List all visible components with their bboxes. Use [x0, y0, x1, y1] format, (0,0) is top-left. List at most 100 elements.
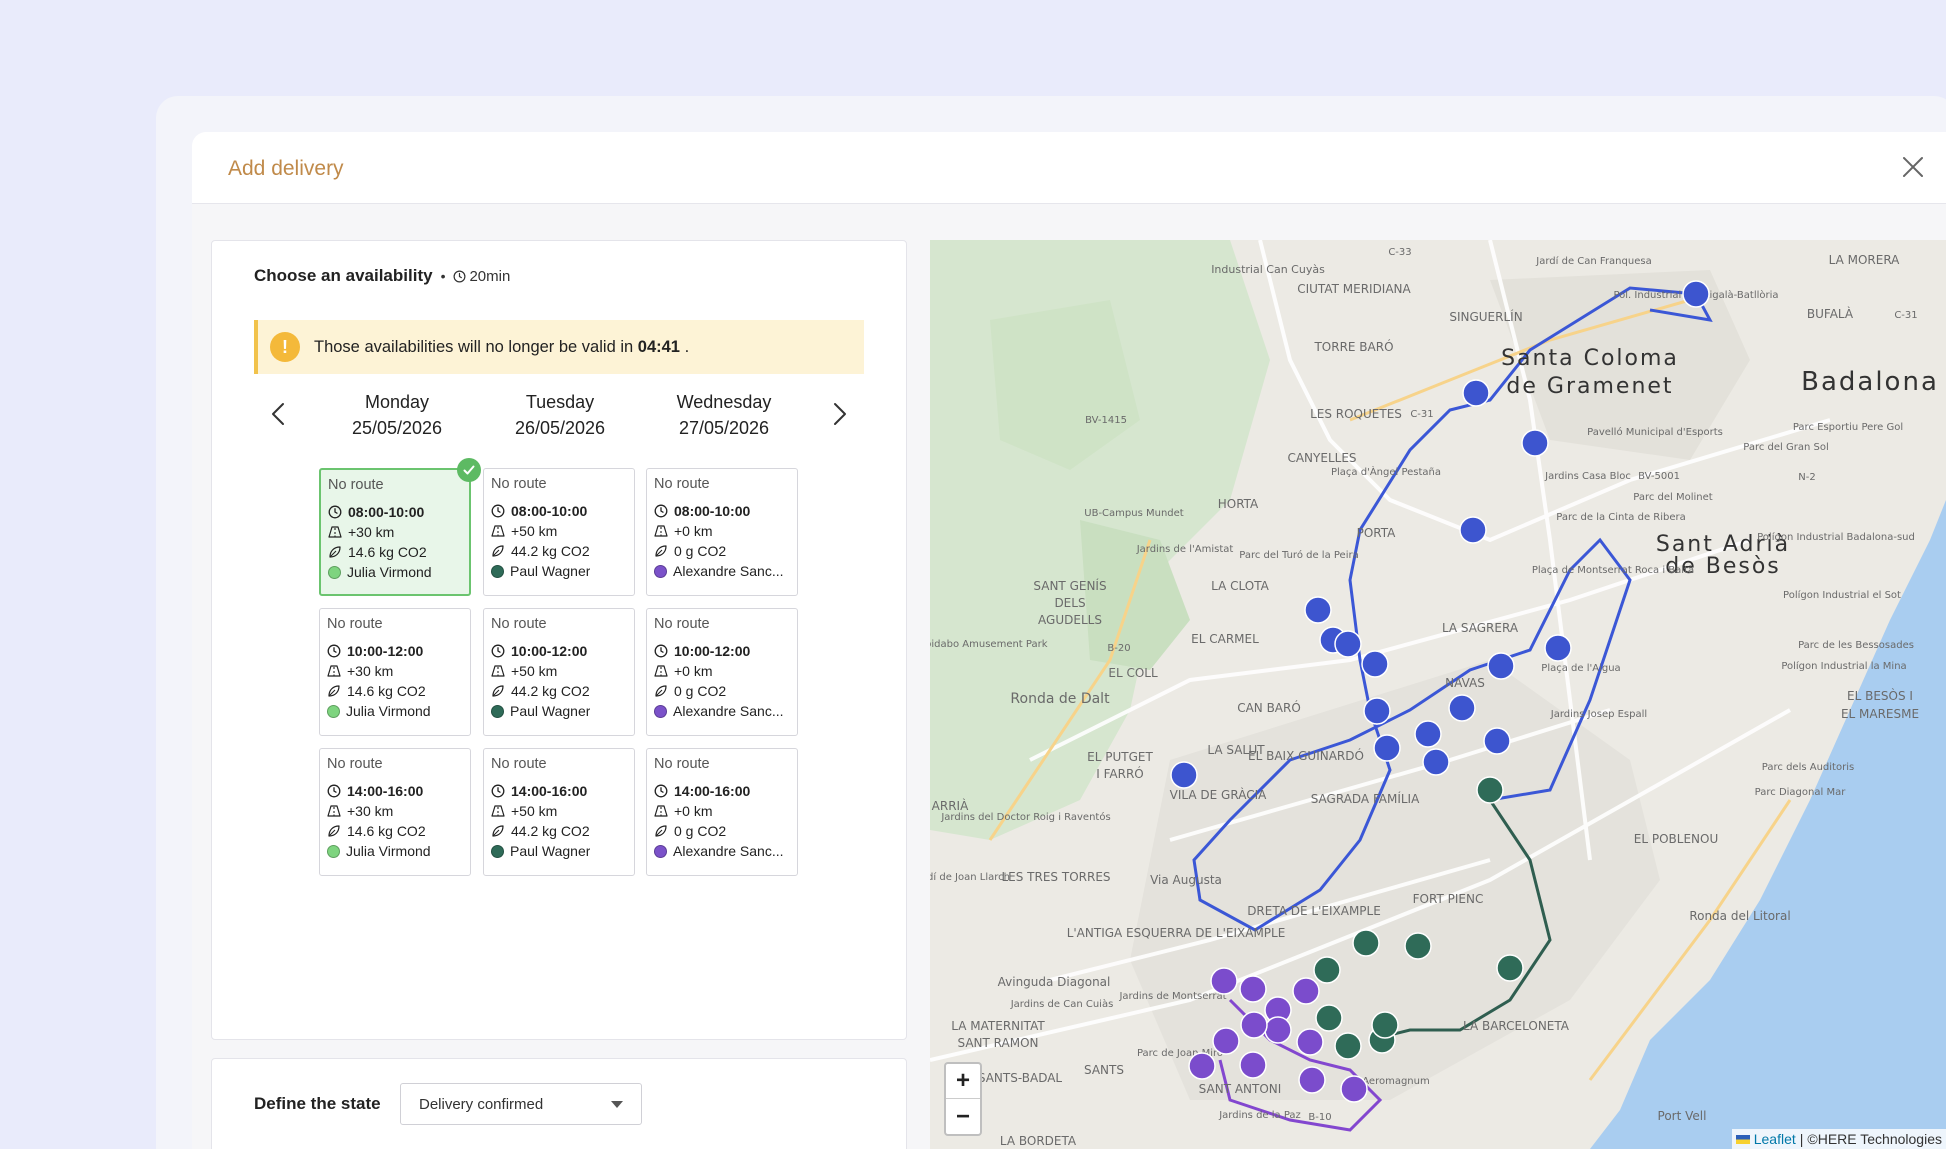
map-place-label: C-31: [1894, 310, 1917, 321]
map-place-label: Parc de les Bessosades: [1798, 640, 1914, 651]
slot-driver: Paul Wagner: [491, 701, 627, 721]
clock-icon: [491, 784, 505, 798]
map-place-label: Industrial Can Cuyàs: [1211, 263, 1325, 276]
map-place-label: Parc del Gran Sol: [1743, 442, 1828, 453]
driver-color-dot: [327, 704, 340, 718]
slot-distance-value: +30 km: [347, 663, 394, 679]
slot-co2-value: 44.2 kg CO2: [511, 683, 590, 699]
map-place-label: SANTS: [1084, 1063, 1124, 1077]
slot-driver: Paul Wagner: [491, 841, 627, 861]
availability-slot[interactable]: No route 08:00-10:00 +30 km 14.6 kg CO2 Juli…: [319, 458, 481, 596]
map-place-label: de Gramenet: [1506, 374, 1673, 399]
map-place-label: LA SAGRERA: [1442, 621, 1519, 635]
availability-slot[interactable]: No route 14:00-16:00 +50 km 44.2 kg CO2 Paul…: [483, 748, 635, 876]
slot-co2-value: 14.6 kg CO2: [348, 544, 427, 560]
slot-distance-value: +30 km: [348, 524, 395, 540]
availability-slot[interactable]: No route 14:00-16:00 +30 km 14.6 kg CO2 Juli…: [319, 748, 471, 876]
state-select[interactable]: Delivery confirmed: [400, 1083, 642, 1125]
driver-name: Alexandre Sanc...: [673, 703, 784, 719]
close-button[interactable]: [1900, 154, 1926, 180]
clock-icon: [491, 644, 505, 658]
map-place-label: I FARRÓ: [1096, 766, 1143, 781]
map-place-label: BV-1415: [1085, 415, 1127, 426]
map-place-label: BV-5001: [1638, 471, 1680, 482]
route-map[interactable]: Industrial Can Cuyàs C-33 Jardí de Can Fra…: [930, 240, 1946, 1149]
slot-route: No route: [491, 476, 547, 492]
warning-suffix: .: [684, 337, 690, 356]
map-place-label: Parc del Molinet: [1633, 492, 1713, 503]
availability-slot[interactable]: No route 10:00-12:00 +50 km 44.2 kg CO2 Paul…: [483, 608, 635, 736]
driver-color-dot: [654, 564, 667, 578]
slot-distance: +30 km: [328, 522, 462, 542]
map-place-label: Plaça de l'Aigua: [1541, 663, 1620, 674]
slot-distance: +50 km: [491, 661, 627, 681]
map-place-label: LA MATERNITAT: [951, 1019, 1045, 1033]
map-place-label: Jardins de l'Amistat: [1136, 544, 1234, 555]
map-place-label: Avinguda Diagonal: [998, 975, 1111, 989]
map-place-label: Via Augusta: [1150, 873, 1222, 887]
driver-name: Alexandre Sanc...: [673, 563, 784, 579]
chevron-left-icon: [272, 403, 284, 425]
slot-time: 14:00-16:00: [491, 781, 627, 801]
availability-slot[interactable]: No route 10:00-12:00 +0 km 0 g CO2 Alexandre…: [646, 608, 798, 736]
availability-title: Choose an availability: [254, 266, 433, 285]
slot-time: 14:00-16:00: [654, 781, 790, 801]
leaf-icon: [328, 825, 340, 837]
warning-prefix: Those availabilities will no longer be v…: [314, 337, 634, 356]
map-place-label: Plaça d'Àngel Pestaña: [1331, 465, 1441, 478]
map-tiles: Industrial Can Cuyàs C-33 Jardí de Can Fra…: [930, 240, 1946, 1149]
slot-co2-value: 44.2 kg CO2: [511, 543, 590, 559]
map-place-label: AGUDELLS: [1038, 613, 1102, 627]
clock-icon: [453, 270, 466, 282]
availability-slot[interactable]: No route 10:00-12:00 +30 km 14.6 kg CO2 Juli…: [319, 608, 471, 736]
availability-slot[interactable]: No route 14:00-16:00 +0 km 0 g CO2 Alexandre…: [646, 748, 798, 876]
leaf-icon: [492, 685, 504, 697]
map-place-label: Parc del Turó de la Peira: [1239, 549, 1358, 561]
map-place-label: EL BAIX GUINARDÓ: [1248, 748, 1364, 763]
leaflet-link[interactable]: Leaflet: [1753, 1131, 1796, 1147]
day-date: 26/05/2026: [514, 418, 606, 438]
road-icon: [491, 805, 505, 817]
leaf-icon: [655, 545, 667, 557]
slot-time-value: 08:00-10:00: [674, 503, 751, 519]
map-place-label: N-2: [1798, 472, 1815, 483]
attribution-provider: ©HERE Technologies: [1807, 1131, 1942, 1147]
zoom-in-button[interactable]: +: [946, 1064, 980, 1099]
slot-driver: Alexandre Sanc...: [654, 841, 790, 861]
clock-icon: [654, 784, 668, 798]
map-place-label: TORRE BARÓ: [1313, 339, 1393, 354]
driver-name: Paul Wagner: [510, 843, 591, 859]
map-place-label: C-31: [1410, 409, 1433, 420]
slot-driver: Alexandre Sanc...: [654, 561, 790, 581]
next-days-button[interactable]: [824, 399, 854, 429]
map-place-label: EL MARESME: [1841, 707, 1919, 721]
availability-slot[interactable]: No route 08:00-10:00 +0 km 0 g CO2 Alexandre…: [646, 468, 798, 596]
slot-time: 08:00-10:00: [491, 501, 627, 521]
zoom-out-button[interactable]: −: [955, 1102, 970, 1130]
prev-days-button[interactable]: [264, 399, 294, 429]
day-header-monday: Monday 25/05/2026: [322, 389, 472, 441]
slot-time-value: 10:00-12:00: [347, 643, 424, 659]
state-label: Define the state: [254, 1094, 381, 1113]
map-place-label: EL COLL: [1108, 666, 1158, 680]
slot-driver: Julia Virmond: [328, 562, 462, 582]
map-place-label: Polígon Industrial Badalona-sud: [1757, 531, 1915, 543]
state-selected-value: Delivery confirmed: [419, 1095, 544, 1113]
map-place-label: Polígon Industrial el Sot: [1783, 589, 1901, 601]
slot-time-value: 14:00-16:00: [347, 783, 424, 799]
warning-countdown: 04:41: [637, 337, 680, 356]
road-icon: [328, 526, 342, 538]
availability-panel: Choose an availability • 20min ! Those a…: [211, 240, 907, 1040]
availability-slot[interactable]: No route 08:00-10:00 +50 km 44.2 kg CO2 Paul…: [483, 468, 635, 596]
map-place-label: EL POBLENOU: [1634, 832, 1718, 846]
slot-distance-value: +30 km: [347, 803, 394, 819]
day-name: Tuesday: [525, 392, 595, 412]
map-place-label: Parc de la Cinta de Ribera: [1556, 512, 1686, 523]
driver-color-dot: [654, 704, 667, 718]
driver-name: Julia Virmond: [347, 564, 432, 580]
attribution-separator: |: [1799, 1131, 1804, 1147]
road-icon: [654, 665, 668, 677]
map-place-label: B-10: [1308, 1112, 1331, 1123]
separator-dot: •: [440, 268, 446, 284]
slot-time-value: 14:00-16:00: [674, 783, 751, 799]
